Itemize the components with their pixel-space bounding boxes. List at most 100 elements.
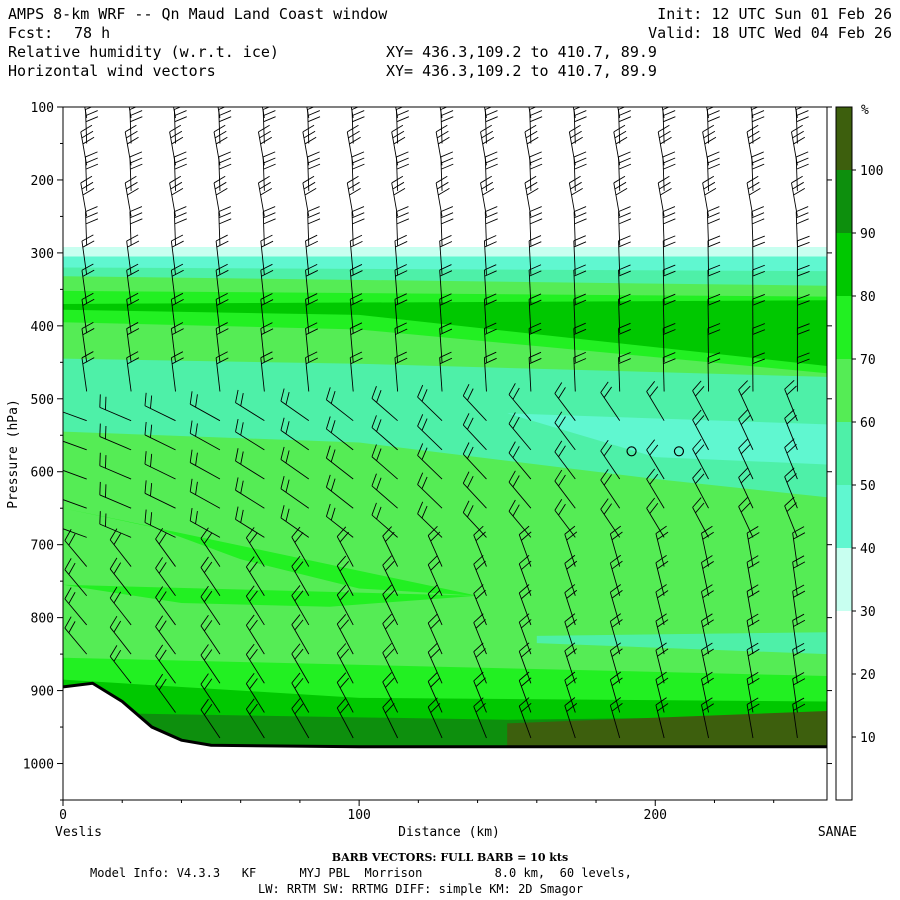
wind-barb-feather [171, 84, 182, 91]
wind-barb-feather [127, 298, 140, 306]
wind-barb-feather [573, 264, 586, 271]
wind-barb-feather [618, 163, 632, 170]
wind-barb-feather [508, 470, 516, 483]
wind-barb-feather [618, 151, 631, 158]
wind-barb-feather [485, 163, 498, 170]
wind-barb-feather [350, 293, 363, 300]
wind-barb-feather [430, 560, 441, 571]
wind-barb-feather [521, 589, 532, 600]
wind-barb-feather [440, 151, 454, 158]
wind-barb-feather [129, 151, 143, 158]
wind-barb-feather [417, 414, 424, 427]
colorbar-bin-4 [836, 359, 852, 422]
x-axis: 0 100 200 [59, 800, 775, 823]
wind-barb-feather [566, 702, 578, 712]
wind-barb-feather [707, 264, 721, 271]
wind-barb-feather [692, 497, 702, 508]
wind-barb-feather [385, 703, 395, 714]
wind-barb [291, 585, 310, 626]
wind-barb-feather [307, 110, 320, 117]
wind-barb-feather [740, 473, 751, 484]
wind-barb [738, 380, 754, 421]
wind-barb-feather [646, 381, 656, 392]
wind-barb [189, 420, 221, 451]
wind-barb [435, 175, 450, 217]
wind-barb-feather [529, 206, 542, 213]
wind-barb [64, 616, 88, 655]
wind-barb-feather [200, 673, 209, 685]
wind-barb-feather [130, 163, 143, 170]
wind-barb-feather [701, 613, 713, 622]
wind-barb-feather [127, 187, 139, 196]
wind-barb-feather [348, 181, 360, 190]
wind-barb-feather [462, 413, 470, 426]
wind-barb-feather [291, 643, 301, 655]
wind-barb-feather [692, 438, 702, 450]
wind-barb-feather [417, 443, 424, 456]
wind-barb-feather [529, 163, 543, 170]
wind-barb-feather [797, 300, 810, 306]
rh-layer-7 [507, 413, 827, 465]
wind-barb-feather [391, 124, 404, 133]
wind-barb-feather [659, 84, 670, 91]
wind-barb [126, 351, 140, 392]
wind-barb-feather [702, 703, 714, 712]
wind-barb-feather [144, 392, 147, 406]
wind-barb-feather [518, 642, 530, 652]
wind-barb-feather [339, 703, 350, 714]
wind-barb [746, 175, 761, 217]
wind-barb [792, 555, 806, 596]
wind-barb-feather [347, 78, 358, 85]
wind-barb-feather [657, 560, 669, 570]
wind-barb-feather [349, 136, 361, 145]
wind-barb [85, 107, 99, 144]
wind-barb-feather [796, 218, 809, 225]
wind-barb [245, 643, 265, 684]
wind-barb-feather [747, 130, 760, 139]
wind-barb-feather [796, 206, 809, 213]
wind-barb [662, 235, 676, 275]
wind-barb-feather [104, 455, 107, 469]
wind-barb-feather [573, 322, 586, 329]
wind-barb-feather [427, 555, 438, 566]
wind-barb-feather [529, 358, 542, 365]
wind-barb [662, 264, 676, 304]
wind-barb-feather [618, 322, 631, 329]
wind-barb-feather [526, 136, 539, 145]
wind-barb-feather [797, 294, 810, 300]
wind-barb [144, 509, 176, 538]
wind-barb-feather [235, 506, 239, 520]
wind-barb-feather [707, 329, 721, 335]
wind-barb-feather [200, 556, 209, 568]
wind-barb-feather [393, 187, 406, 196]
wind-barb [200, 615, 221, 655]
wind-barb [738, 409, 754, 451]
wind-barb [291, 672, 310, 713]
wind-barb-feather [336, 614, 347, 625]
wind-barb-feather [796, 157, 809, 164]
wind-barb [200, 527, 221, 567]
wind-barb [439, 351, 453, 392]
wind-barb [63, 440, 87, 451]
wind-barb-feather [573, 206, 587, 213]
wind-barb-feather [394, 322, 407, 329]
wind-barb-feather [793, 532, 806, 540]
wind-barb-feather [437, 84, 448, 91]
wind-barb [394, 351, 408, 392]
wind-barb-feather [473, 584, 484, 594]
wind-barb [473, 697, 487, 739]
wind-barb-feather [263, 218, 276, 225]
wind-barb-feather [126, 292, 139, 300]
wind-barb-feather [707, 358, 721, 365]
wind-barb-feather [395, 357, 408, 365]
y-tick-label: 900 [31, 685, 54, 700]
wind-barb-feather [336, 697, 347, 709]
wind-barb-feather [249, 590, 258, 602]
wind-barb-feather [352, 157, 365, 164]
wind-barb-feather [382, 697, 392, 708]
colorbar-bin-7 [836, 170, 852, 233]
wind-barb-feather [263, 163, 276, 170]
wind-barb-feather [417, 501, 424, 514]
wind-barb-feather [784, 409, 795, 419]
wind-barb [170, 292, 184, 334]
